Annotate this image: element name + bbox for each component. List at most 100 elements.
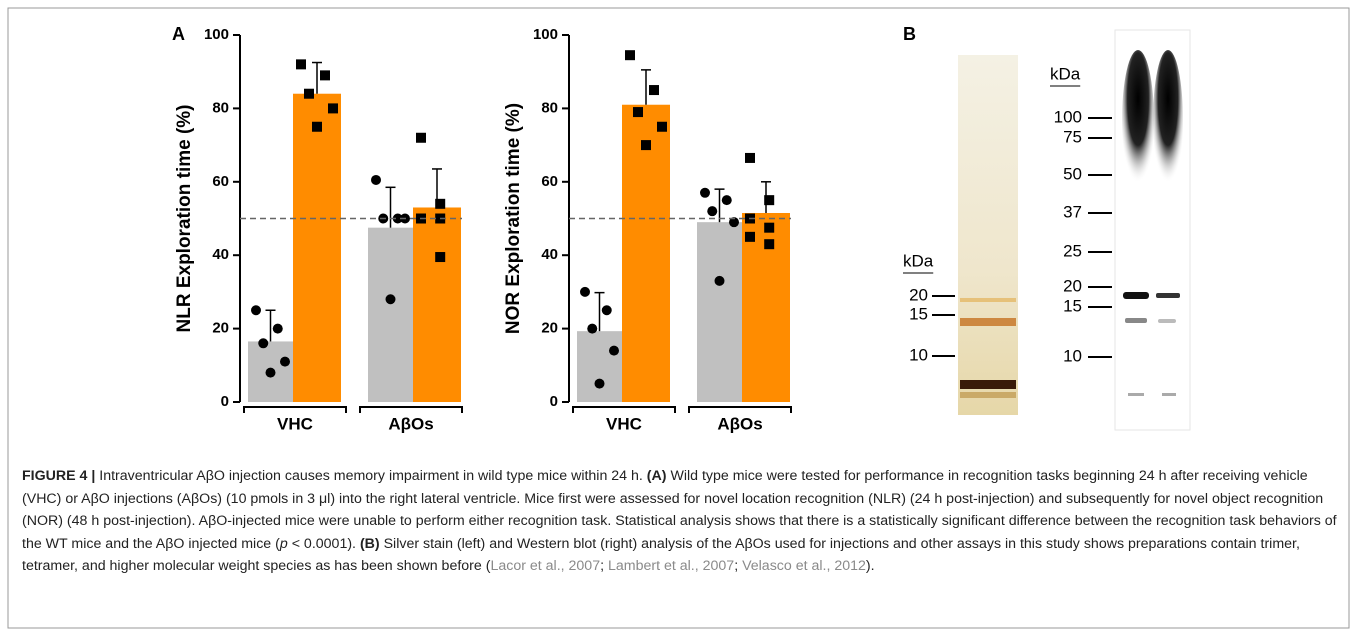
caption-run: ; <box>600 558 608 574</box>
band <box>1122 50 1154 190</box>
data-point <box>273 324 283 334</box>
category-bracket <box>360 407 462 413</box>
data-point <box>416 133 426 143</box>
caption-run: ; <box>734 558 742 574</box>
data-point <box>296 59 306 69</box>
y-axis-label: NOR Exploration time (%) <box>503 103 524 334</box>
data-point <box>435 252 445 262</box>
marker-label: 15 <box>909 304 928 323</box>
data-point <box>304 89 314 99</box>
caption-run: < 0.0001). <box>288 536 360 552</box>
marker-label: 20 <box>909 285 928 304</box>
data-point <box>633 107 643 117</box>
data-point <box>764 239 774 249</box>
data-point <box>595 379 605 389</box>
band <box>1123 292 1149 299</box>
data-point <box>386 294 396 304</box>
data-point <box>320 70 330 80</box>
unit-label: kDa <box>903 251 934 270</box>
marker-label: 15 <box>1063 296 1082 315</box>
x-tick-label: VHC <box>606 414 642 433</box>
panel-label: B <box>903 24 916 44</box>
data-point <box>715 276 725 286</box>
data-point <box>641 140 651 150</box>
caption-run: Velasco et al., 2012 <box>742 558 866 574</box>
band <box>1162 393 1176 396</box>
bar <box>697 222 742 402</box>
unit-label: kDa <box>1050 64 1081 83</box>
data-point <box>722 195 732 205</box>
y-tick-label: 60 <box>212 173 229 190</box>
y-tick-label: 20 <box>212 320 229 337</box>
data-point <box>280 357 290 367</box>
data-point <box>435 199 445 209</box>
band <box>960 318 1016 326</box>
data-point <box>657 122 667 132</box>
marker-label: 50 <box>1063 164 1082 183</box>
x-tick-label: AβOs <box>388 414 433 433</box>
data-point <box>745 232 755 242</box>
data-point <box>587 324 597 334</box>
data-point <box>764 195 774 205</box>
band <box>1125 318 1147 323</box>
band <box>1156 293 1180 298</box>
y-tick-label: 60 <box>541 173 558 190</box>
caption-run: Lacor et al., 2007 <box>490 558 600 574</box>
bar <box>293 94 341 402</box>
caption-run: (A) <box>647 468 667 484</box>
y-tick-label: 80 <box>212 99 229 116</box>
caption-run: Intraventricular AβO injection causes me… <box>95 468 646 484</box>
marker-label: 10 <box>1063 346 1082 365</box>
marker-label: 37 <box>1063 202 1082 221</box>
data-point <box>580 287 590 297</box>
band <box>1158 319 1176 323</box>
data-point <box>371 175 381 185</box>
x-tick-label: VHC <box>277 414 313 433</box>
category-bracket <box>244 407 346 413</box>
caption-run: Lambert et al., 2007 <box>608 558 734 574</box>
marker-label: 25 <box>1063 241 1082 260</box>
y-tick-label: 80 <box>541 99 558 116</box>
band <box>1153 50 1183 190</box>
data-point <box>745 153 755 163</box>
band <box>960 392 1016 398</box>
band <box>1128 393 1144 396</box>
data-point <box>328 103 338 113</box>
band <box>960 298 1016 302</box>
page: {"chart_data": [ {"type": "bar", "panel_… <box>0 0 1357 635</box>
category-bracket <box>689 407 791 413</box>
category-bracket <box>573 407 675 413</box>
marker-label: 10 <box>909 345 928 364</box>
y-tick-label: 0 <box>221 393 229 410</box>
y-tick-label: 40 <box>212 246 229 263</box>
band <box>960 380 1016 389</box>
data-point <box>764 223 774 233</box>
caption-run: FIGURE 4 | <box>22 468 95 484</box>
caption-run: p <box>280 536 288 552</box>
data-point <box>251 305 261 315</box>
caption-run: ). <box>866 558 875 574</box>
data-point <box>609 346 619 356</box>
silver-stain-lane <box>958 55 1018 415</box>
y-tick-label: 40 <box>541 246 558 263</box>
data-point <box>649 85 659 95</box>
marker-label: 20 <box>1063 276 1082 295</box>
data-point <box>602 305 612 315</box>
data-point <box>312 122 322 132</box>
caption: FIGURE 4 | Intraventricular AβO injectio… <box>22 465 1340 578</box>
data-point <box>707 206 717 216</box>
y-tick-label: 100 <box>204 26 229 43</box>
marker-label: 75 <box>1063 127 1082 146</box>
x-tick-label: AβOs <box>717 414 762 433</box>
data-point <box>266 368 276 378</box>
y-axis-label: NLR Exploration time (%) <box>174 104 195 332</box>
data-point <box>700 188 710 198</box>
marker-label: 100 <box>1054 107 1082 126</box>
bar <box>368 228 413 402</box>
data-point <box>625 50 635 60</box>
y-tick-label: 20 <box>541 320 558 337</box>
caption-run: (B) <box>360 536 380 552</box>
y-tick-label: 0 <box>550 393 558 410</box>
bar <box>577 331 622 402</box>
data-point <box>258 338 268 348</box>
